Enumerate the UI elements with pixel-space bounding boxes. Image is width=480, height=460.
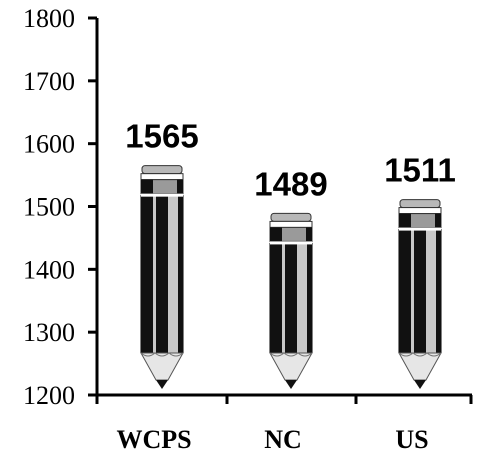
pencil-tip-edge	[269, 352, 313, 357]
pencil-ferrule-shade	[270, 227, 282, 242]
y-tick-label-1800: 1800	[23, 4, 75, 33]
pencil-ferrule-shade	[141, 179, 153, 194]
y-tick-label-1200: 1200	[23, 381, 75, 410]
pencil-eraser	[141, 165, 183, 175]
y-tick-label-1300: 1300	[23, 318, 75, 347]
y-tick-label-1400: 1400	[23, 255, 75, 284]
pencil-stripe-right	[436, 229, 441, 353]
data-label-us: 1511	[384, 152, 456, 189]
pencil-ferrule-band	[269, 220, 313, 228]
pencil-stripe-middle	[414, 229, 426, 353]
pencil-stripe-left	[270, 243, 282, 353]
pencil-lead	[156, 380, 168, 389]
pencil-lead	[414, 380, 426, 389]
y-tick-label-1700: 1700	[23, 67, 75, 96]
pencil-stripe-middle	[285, 243, 297, 353]
x-category-label-wcps: WCPS	[116, 425, 191, 454]
pencil-bar-us	[398, 199, 442, 389]
pencil-lead	[285, 380, 297, 389]
pencil-stripe-middle	[156, 195, 168, 353]
pencil-ferrule-band	[140, 173, 184, 181]
y-tick-label-1500: 1500	[23, 193, 75, 222]
x-category-label-nc: NC	[264, 425, 302, 454]
pencil-ferrule-shade-right	[306, 227, 312, 242]
chart-bars	[140, 165, 442, 389]
x-axis-categories: WCPS NC US	[116, 425, 428, 454]
pencil-ferrule-rim	[141, 193, 183, 197]
y-tick-label-1600: 1600	[23, 130, 75, 159]
data-labels: 1565 1489 1511	[125, 118, 456, 203]
pencil-eraser	[270, 212, 312, 222]
pencil-tip-wood	[269, 352, 313, 381]
pencil-tip-edge	[140, 352, 184, 357]
data-label-nc: 1489	[254, 165, 327, 202]
data-label-wcps: 1565	[125, 118, 198, 155]
pencil-tip-wood	[140, 352, 184, 381]
pencil-ferrule-shade-right	[177, 179, 183, 194]
x-category-label-us: US	[395, 425, 428, 454]
pencil-tip-edge	[398, 352, 442, 357]
pencil-ferrule-shade-right	[435, 213, 441, 228]
pencil-ferrule-shade	[399, 213, 411, 228]
pencil-ferrule-band	[398, 207, 442, 215]
pencil-tip-wood	[398, 352, 442, 381]
pencil-stripe-left	[399, 229, 411, 353]
pencil-bar-nc	[269, 212, 313, 389]
pencil-eraser	[399, 199, 441, 209]
pencil-stripe-right	[178, 195, 183, 353]
y-axis-ticks: 1200 1300 1400 1500 1600 1700 1800	[23, 4, 97, 410]
pencil-ferrule-rim	[399, 227, 441, 231]
pencil-ferrule-rim	[270, 241, 312, 245]
pencil-stripe-right	[307, 243, 312, 353]
pencil-bar-wcps	[140, 165, 184, 389]
pencil-stripe-left	[141, 195, 153, 353]
